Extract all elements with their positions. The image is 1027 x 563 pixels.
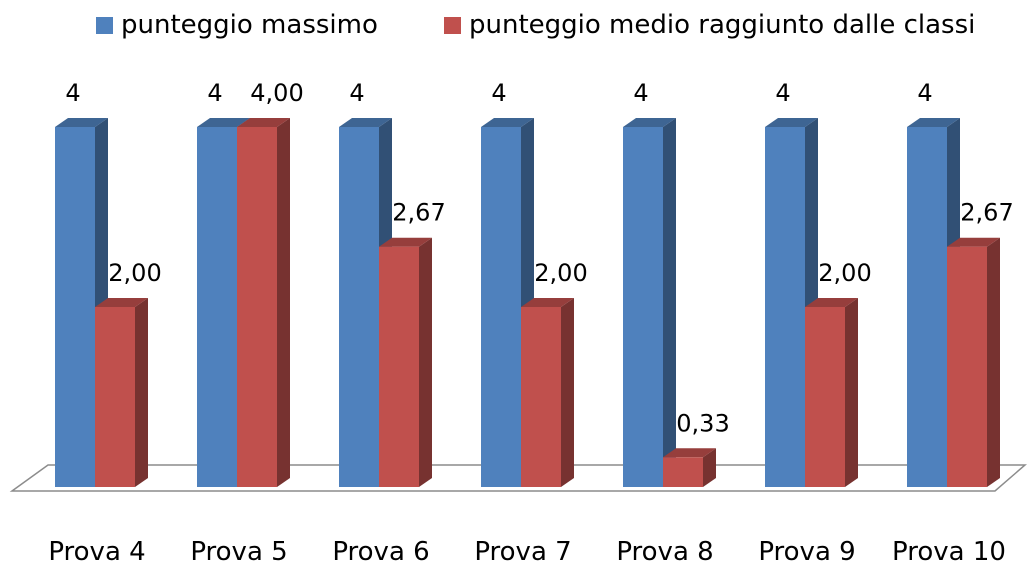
bar-top-2-2 (237, 118, 290, 127)
data-label-series-1-2: 4 (207, 79, 222, 107)
bar-top-2-4 (521, 298, 574, 307)
bar-side-2-7 (987, 237, 1000, 487)
data-label-series-1-4: 4 (491, 79, 506, 107)
legend-swatch-series-1 (96, 16, 113, 34)
x-tick-label-4: Prova 7 (474, 537, 571, 563)
bar-series-1-5 (623, 127, 663, 487)
data-label-series-1-7: 4 (917, 79, 932, 107)
bar-series-2-5 (663, 457, 703, 487)
bar-top-1-2 (197, 118, 250, 127)
bar-side-2-3 (419, 237, 432, 487)
bar-top-2-5 (663, 448, 716, 458)
bar-series-2-2 (237, 127, 277, 487)
x-tick-label-6: Prova 9 (758, 537, 855, 563)
data-label-series-2-6: 2,00 (818, 259, 871, 287)
data-label-series-2-7: 2,67 (960, 199, 1013, 227)
data-label-series-2-1: 2,00 (108, 259, 161, 287)
bar-top-1-5 (623, 118, 676, 127)
bar-top-2-3 (379, 237, 432, 247)
legend: punteggio massimo punteggio medio raggiu… (0, 10, 1027, 46)
legend-label-series-2: punteggio medio raggiunto dalle classi (469, 10, 976, 40)
bar-series-2-7 (947, 246, 987, 487)
bar-top-1-7 (907, 118, 960, 127)
data-label-series-1-1: 4 (65, 79, 80, 107)
bar-top-1-6 (765, 118, 818, 127)
legend-swatch-series-2 (444, 16, 461, 34)
bar-series-1-6 (765, 127, 805, 487)
bar-side-2-4 (561, 298, 574, 487)
data-label-series-2-3: 2,67 (392, 199, 445, 227)
bar-side-2-6 (845, 298, 858, 487)
data-label-series-2-5: 0,33 (676, 409, 729, 437)
x-tick-label-2: Prova 5 (190, 537, 287, 563)
bar-side-2-2 (277, 118, 290, 487)
legend-item-series-2: punteggio medio raggiunto dalle classi (444, 10, 975, 40)
bar-side-1-5 (663, 118, 676, 487)
bar-series-1-7 (907, 127, 947, 487)
bar-top-1-3 (339, 118, 392, 127)
data-label-series-1-6: 4 (775, 79, 790, 107)
legend-label-series-1: punteggio massimo (121, 10, 378, 40)
bar-series-1-4 (481, 127, 521, 487)
bar-series-1-3 (339, 127, 379, 487)
bar-top-2-1 (95, 298, 148, 307)
x-tick-label-3: Prova 6 (332, 537, 429, 563)
x-tick-label-1: Prova 4 (48, 537, 145, 563)
bar-top-1-1 (55, 118, 108, 127)
bar-top-2-7 (947, 237, 1000, 247)
bar-top-2-6 (805, 298, 858, 307)
data-label-series-1-5: 4 (633, 79, 648, 107)
bar-series-1-2 (197, 127, 237, 487)
bar-series-1-1 (55, 127, 95, 487)
data-label-series-1-3: 4 (349, 79, 364, 107)
legend-item-series-1: punteggio massimo (96, 10, 378, 40)
bar-top-1-4 (481, 118, 534, 127)
x-tick-label-5: Prova 8 (616, 537, 713, 563)
bar-series-2-6 (805, 307, 845, 487)
bar-series-2-3 (379, 246, 419, 487)
bar-side-2-5 (703, 448, 716, 487)
data-label-series-2-2: 4,00 (250, 79, 303, 107)
data-label-series-2-4: 2,00 (534, 259, 587, 287)
bar-series-2-1 (95, 307, 135, 487)
bar-series-2-4 (521, 307, 561, 487)
x-tick-label-7: Prova 10 (892, 537, 1006, 563)
bar-side-2-1 (135, 298, 148, 487)
